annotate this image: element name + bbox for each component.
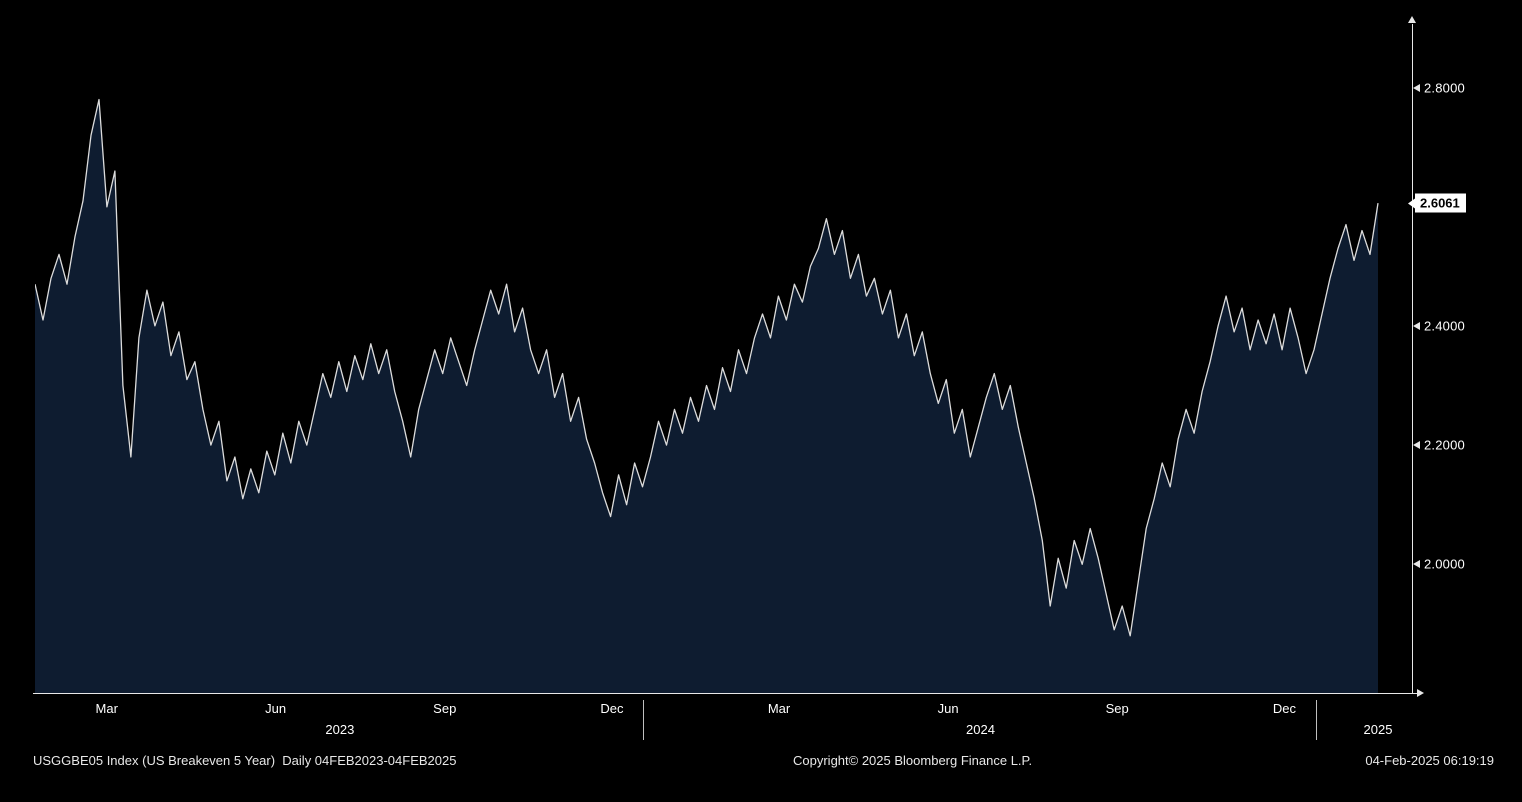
area-fill bbox=[35, 99, 1378, 693]
price-line bbox=[35, 98, 1379, 637]
x-tick-label: Dec bbox=[1272, 701, 1296, 716]
status-bar: USGGBE05 Index (US Breakeven 5 Year) Dai… bbox=[0, 751, 1522, 771]
x-axis-arrow-cap-icon bbox=[1417, 689, 1424, 697]
y-tick-arrow-icon bbox=[1413, 441, 1420, 450]
last-price-label: 2.6061 bbox=[1415, 193, 1466, 213]
x-tick-label: Dec bbox=[600, 701, 624, 716]
x-tick-label: Jun bbox=[265, 701, 287, 716]
security-description: USGGBE05 Index (US Breakeven 5 Year) Dai… bbox=[33, 753, 457, 768]
x-tick-label: Sep bbox=[1105, 701, 1129, 716]
year-separator bbox=[643, 700, 645, 740]
y-axis-arrow-cap-icon bbox=[1408, 16, 1416, 23]
y-tick-label: 2.4000 bbox=[1424, 318, 1465, 334]
year-label: 2025 bbox=[1363, 722, 1393, 737]
price-area-chart[interactable] bbox=[35, 28, 1412, 693]
copyright-text: Copyright© 2025 Bloomberg Finance L.P. bbox=[793, 753, 1033, 768]
timestamp: 04-Feb-2025 06:19:19 bbox=[1365, 753, 1494, 768]
year-label: 2024 bbox=[966, 722, 995, 737]
year-separator bbox=[1315, 700, 1317, 740]
y-tick-arrow-icon bbox=[1413, 560, 1420, 569]
year-label: 2023 bbox=[325, 722, 355, 737]
x-tick-label: Mar bbox=[95, 701, 118, 716]
x-tick-label: Mar bbox=[767, 701, 791, 716]
x-tick-label: Jun bbox=[937, 701, 959, 716]
x-axis-line bbox=[33, 693, 1418, 694]
y-axis-line bbox=[1412, 24, 1413, 694]
x-tick-label: Sep bbox=[433, 701, 457, 716]
y-tick-label: 2.8000 bbox=[1424, 80, 1465, 96]
y-tick-arrow-icon bbox=[1413, 83, 1420, 92]
y-tick-label: 2.2000 bbox=[1424, 437, 1465, 453]
y-tick-arrow-icon bbox=[1413, 321, 1420, 330]
y-tick-label: 2.0000 bbox=[1424, 556, 1465, 572]
